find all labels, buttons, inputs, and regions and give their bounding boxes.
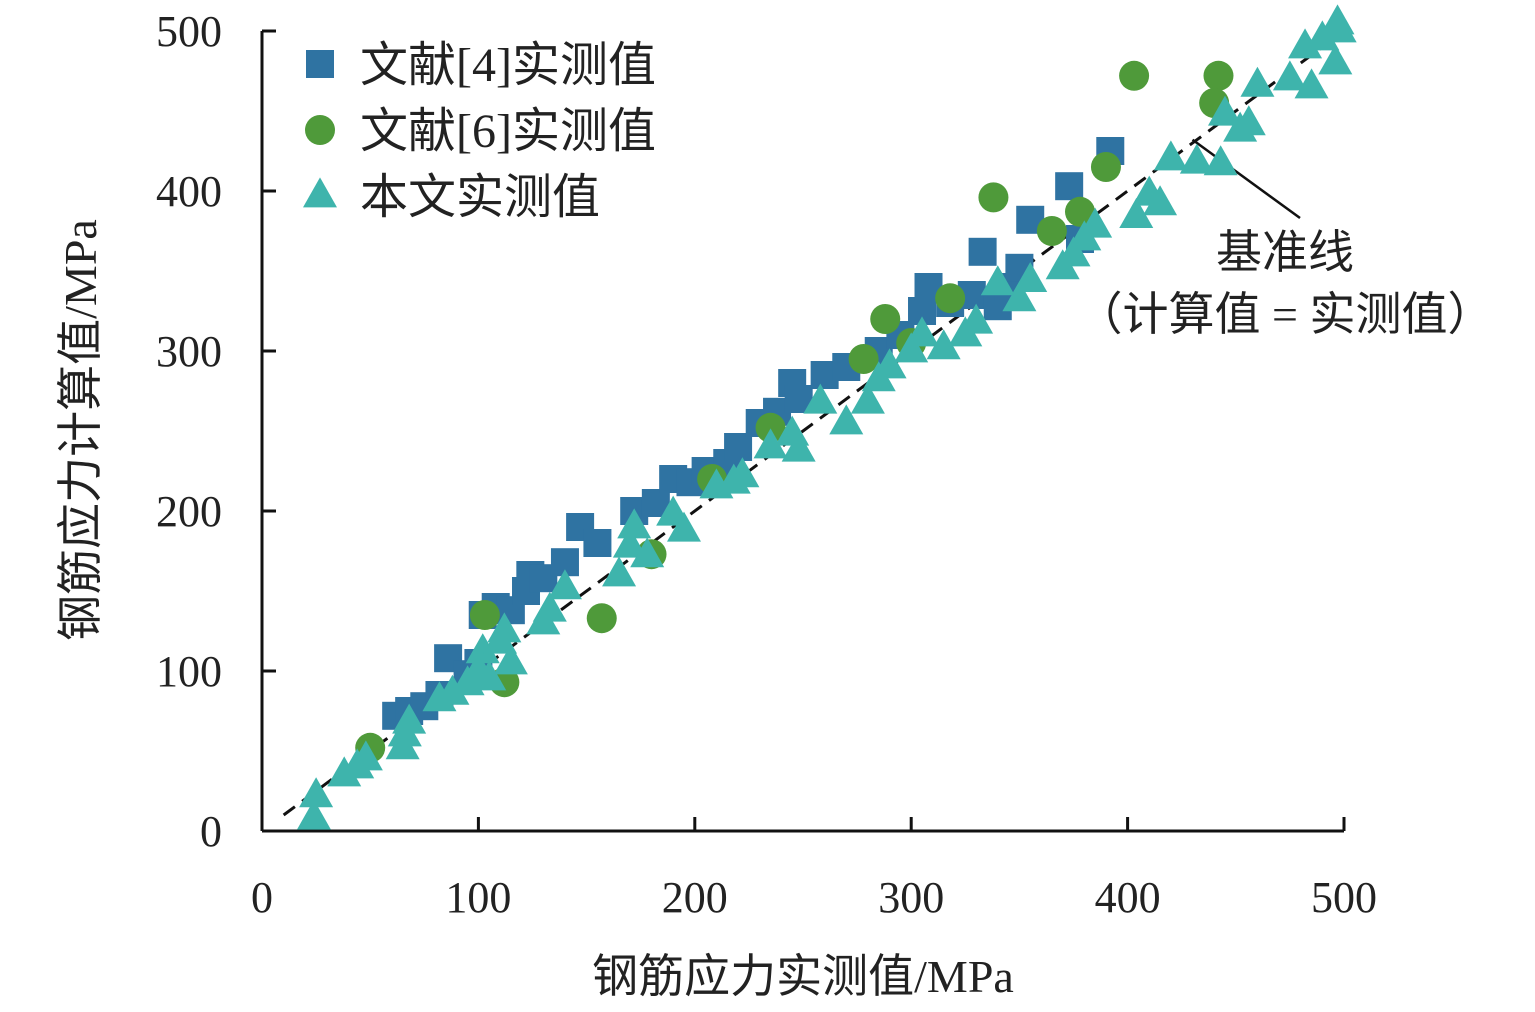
data-point (1305, 20, 1340, 51)
legend-marker-2 (305, 115, 335, 145)
data-point (617, 508, 652, 539)
data-point (753, 428, 788, 459)
data-point (1288, 28, 1323, 59)
legend-label-1: 文献[4]实测值 (360, 39, 656, 92)
annotation-leader-line (1191, 138, 1301, 220)
data-point (1231, 105, 1266, 136)
y-tick-label: 400 (156, 167, 222, 216)
data-point (894, 332, 929, 363)
data-point (469, 600, 500, 630)
data-point (872, 348, 907, 379)
data-point (959, 303, 994, 334)
data-point (493, 644, 528, 675)
data-point (781, 431, 816, 462)
data-point (487, 612, 522, 643)
axis-labels: 钢筋应力实测值/MPa 钢筋应力计算值/MPa (55, 219, 1014, 1002)
axes: 0 100 200 300 400 500 0 100 200 300 400 500 (156, 7, 1377, 922)
data-point (1203, 60, 1234, 91)
y-tick-label: 300 (156, 327, 222, 376)
data-point (1272, 60, 1307, 91)
y-tick-label: 0 (200, 807, 222, 856)
data-point (724, 433, 753, 461)
data-point (348, 740, 383, 771)
data-point (870, 304, 901, 334)
data-point (829, 404, 864, 435)
data-point (978, 182, 1009, 213)
data-point (1119, 60, 1150, 91)
x-tick-label: 100 (445, 873, 511, 922)
data-point (1078, 207, 1113, 238)
data-point (1143, 185, 1178, 216)
x-tick-label: 200 (662, 873, 728, 922)
data-point (583, 529, 612, 557)
data-points (296, 4, 1357, 830)
y-tick-label: 500 (156, 7, 222, 56)
legend-marker-1 (306, 50, 334, 78)
data-point (1240, 66, 1275, 97)
data-point (630, 537, 665, 568)
data-point (1013, 262, 1048, 292)
legend-label-2: 文献[6]实测值 (360, 105, 656, 158)
data-point (980, 265, 1015, 296)
legend-label-3: 本文实测值 (360, 171, 600, 224)
data-point (1119, 198, 1154, 228)
data-point (1207, 95, 1242, 126)
data-point (1090, 152, 1121, 182)
data-point (547, 569, 582, 600)
reference-line-sublabel: （计算值 = 实测值） (1077, 289, 1494, 340)
data-point (435, 674, 470, 705)
data-point (1036, 216, 1067, 246)
data-point (968, 237, 997, 266)
data-point (392, 703, 427, 734)
data-point (803, 383, 838, 414)
x-tick-label: 400 (1095, 873, 1161, 922)
data-point (1153, 140, 1188, 171)
data-point (532, 591, 567, 622)
legend-marker-3 (303, 177, 337, 208)
data-point (586, 603, 617, 634)
x-tick-label: 500 (1311, 873, 1377, 922)
data-point (1056, 236, 1091, 267)
data-point (905, 316, 940, 347)
x-axis-label: 钢筋应力实测值/MPa (592, 951, 1014, 1002)
data-point (666, 511, 701, 542)
x-tick-label: 0 (251, 873, 273, 922)
data-point (1203, 145, 1238, 176)
data-point (299, 777, 334, 808)
data-point (1064, 196, 1095, 227)
reference-line-label: 基准线 (1216, 227, 1354, 278)
data-point (472, 660, 507, 691)
reference-line-annotation: 基准线 （计算值 = 实测值） (1077, 227, 1494, 340)
data-point (465, 633, 500, 664)
y-tick-label: 100 (156, 647, 222, 696)
data-point (755, 412, 786, 443)
data-point (848, 344, 879, 374)
series-3 (296, 4, 1357, 830)
data-point (1318, 44, 1353, 75)
data-point (612, 527, 647, 558)
data-point (1002, 281, 1037, 312)
data-point (926, 329, 961, 360)
x-tick-label: 300 (878, 873, 944, 922)
data-point (850, 383, 885, 414)
data-point (725, 457, 760, 488)
data-point (1055, 172, 1084, 201)
data-point (296, 799, 331, 830)
data-point (1294, 68, 1329, 99)
data-point (602, 556, 637, 587)
y-axis-label: 钢筋应力计算值/MPa (55, 219, 106, 641)
data-point (1322, 12, 1357, 43)
y-tick-label: 200 (156, 487, 222, 536)
data-point (1179, 143, 1214, 174)
data-point (935, 283, 966, 314)
